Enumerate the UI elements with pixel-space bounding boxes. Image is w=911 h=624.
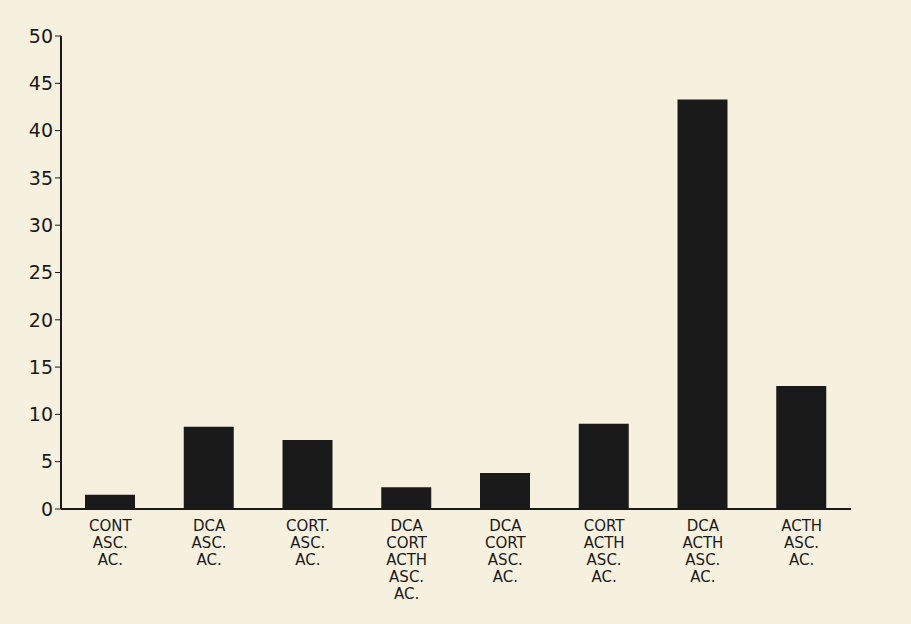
svg-text:DCAASC.AC.: DCAASC.AC. [192,517,227,569]
svg-text:CONTASC.AC.: CONTASC.AC. [89,517,133,569]
svg-text:25: 25 [29,261,53,283]
svg-text:0: 0 [41,498,53,520]
svg-text:DCAACTHASC.AC.: DCAACTHASC.AC. [682,517,723,586]
svg-text:45: 45 [29,72,53,94]
svg-text:40: 40 [29,119,53,141]
svg-text:CORTACTHASC.AC.: CORTACTHASC.AC. [584,517,626,586]
svg-text:15: 15 [29,356,53,378]
svg-text:50: 50 [29,25,53,47]
svg-text:5: 5 [41,450,53,472]
svg-text:DCACORTACTHASC.AC.: DCACORTACTHASC.AC. [386,517,428,603]
svg-text:30: 30 [29,214,53,236]
svg-text:35: 35 [29,167,53,189]
svg-text:CORT.ASC.AC.: CORT.ASC.AC. [286,517,330,569]
svg-text:20: 20 [29,309,53,331]
svg-text:DCACORTASC.AC.: DCACORTASC.AC. [485,517,527,586]
svg-text:10: 10 [29,403,53,425]
svg-text:ACTHASC.AC.: ACTHASC.AC. [781,517,822,569]
